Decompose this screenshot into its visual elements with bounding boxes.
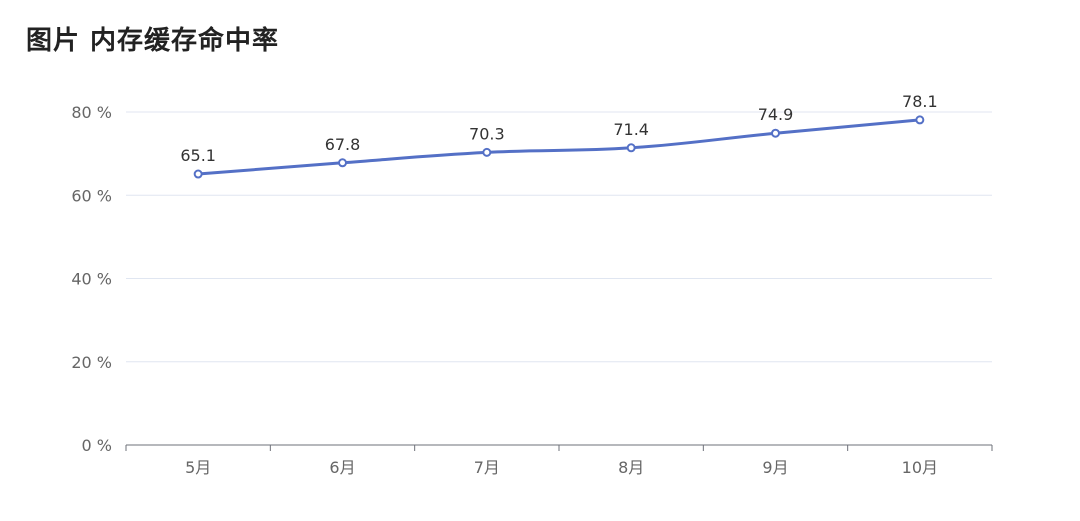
axes: 0 % 20 % 40 % 60 % 80 % 5月 6月 7月 8月 9月 10月 — [71, 103, 993, 477]
data-point — [915, 115, 925, 125]
data-label: 78.1 — [902, 92, 938, 111]
data-labels: 65.1 67.8 70.3 71.4 74.9 78.1 — [180, 92, 937, 165]
y-tick-label: 20 % — [71, 353, 112, 372]
chart-title: 图片 内存缓存命中率 — [26, 26, 280, 56]
x-tick-label: 10月 — [902, 458, 938, 477]
x-tick-label: 8月 — [618, 458, 644, 477]
x-tick-label: 6月 — [329, 458, 355, 477]
y-tick-label: 60 % — [71, 186, 112, 205]
x-tick-label: 9月 — [762, 458, 788, 477]
data-point — [482, 147, 492, 157]
data-label: 70.3 — [469, 124, 505, 143]
x-tick-label: 7月 — [474, 458, 500, 477]
data-label: 67.8 — [325, 135, 361, 154]
series-line — [198, 118, 920, 176]
data-point — [771, 128, 780, 138]
data-label: 71.4 — [613, 120, 649, 139]
y-tick-label: 0 % — [82, 436, 112, 455]
data-label: 74.9 — [758, 105, 794, 124]
grid-lines — [126, 111, 992, 363]
data-label: 65.1 — [180, 146, 216, 165]
data-point — [626, 143, 636, 153]
series-layer — [193, 115, 925, 179]
data-point — [193, 169, 203, 179]
y-tick-label: 40 % — [71, 270, 112, 289]
x-tick-label: 5月 — [185, 458, 211, 477]
y-tick-label: 80 % — [71, 103, 112, 122]
data-point — [338, 158, 347, 168]
